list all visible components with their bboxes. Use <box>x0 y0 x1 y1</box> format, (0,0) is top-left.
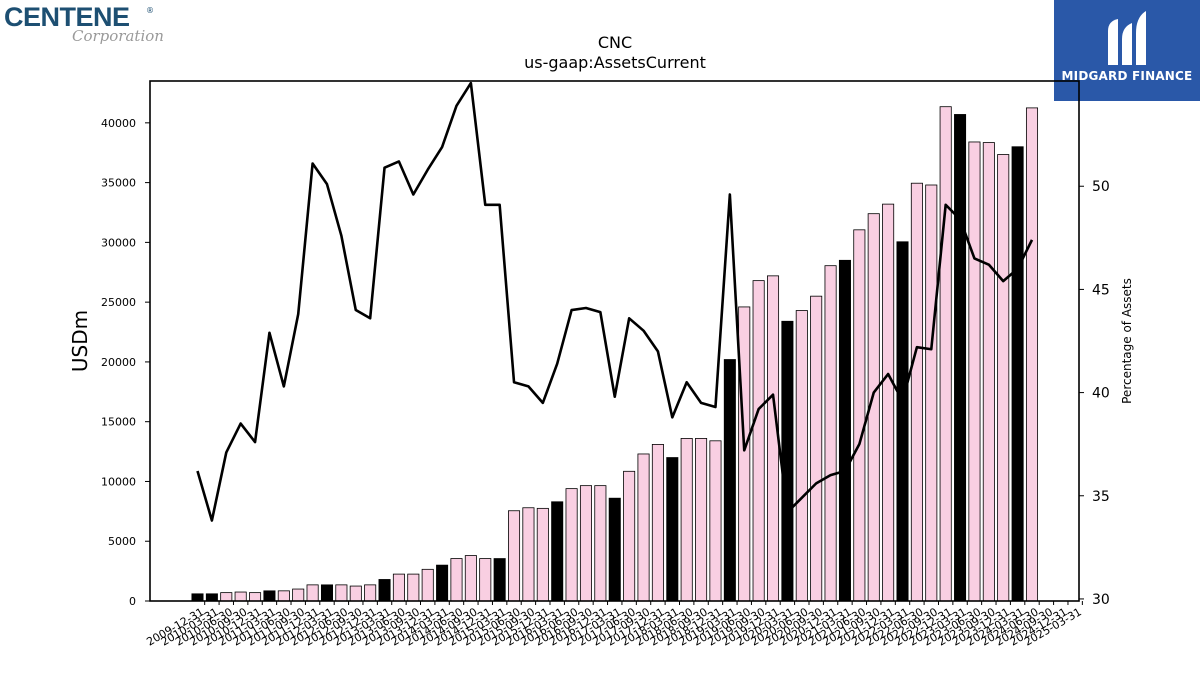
y-tick-label: 25000 <box>101 296 136 309</box>
y-tick-label: 15000 <box>101 416 136 429</box>
y-tick-label: 5000 <box>108 535 136 548</box>
centene-logo-subtext: Corporation <box>72 27 164 45</box>
bar <box>191 593 204 602</box>
bar <box>306 584 319 602</box>
bar <box>205 593 218 602</box>
y2-tick-label: 40 <box>1092 386 1110 402</box>
bar <box>536 507 549 602</box>
bar <box>723 359 736 602</box>
bar <box>508 510 521 602</box>
bar <box>249 592 262 602</box>
bar <box>349 585 362 602</box>
bar <box>450 558 463 602</box>
bar <box>623 470 636 602</box>
bar <box>234 591 247 602</box>
bar <box>896 241 909 602</box>
bar <box>579 485 592 602</box>
bar <box>853 229 866 602</box>
bar <box>292 588 305 602</box>
y2-axis-label: Percentage of Assets <box>1120 278 1134 404</box>
bar <box>651 444 664 602</box>
bar <box>335 584 348 602</box>
axes: 0 5000 10000 15000 20000 25000 30000 35000 40000… <box>101 80 1110 649</box>
bar <box>421 568 434 602</box>
bar <box>407 573 420 602</box>
bar <box>1011 146 1024 602</box>
bar <box>479 558 492 602</box>
bar <box>968 141 981 602</box>
bar <box>982 142 995 602</box>
bar <box>493 558 506 602</box>
bar <box>795 310 808 602</box>
centene-logo: CENTENE ® Corporation <box>4 2 174 50</box>
bar <box>767 275 780 602</box>
bar <box>666 457 679 602</box>
bar <box>680 438 693 602</box>
percentage-line <box>196 81 1034 522</box>
y-tick-label: 40000 <box>101 117 136 130</box>
bar <box>1025 107 1039 602</box>
midgard-logo-text: MIDGARD FINANCE <box>1061 69 1193 83</box>
bar <box>752 280 765 602</box>
bar <box>364 584 377 602</box>
bar <box>939 106 952 602</box>
plot-frame <box>149 80 1080 602</box>
bar <box>925 184 938 602</box>
y2-tick-label: 30 <box>1092 592 1110 608</box>
bar <box>378 579 391 602</box>
y-tick-label: 20000 <box>101 356 136 369</box>
midgard-logo-icon <box>1108 11 1146 65</box>
bar <box>954 114 967 602</box>
y-tick-label: 30000 <box>101 236 136 249</box>
bar <box>910 182 923 602</box>
registered-mark: ® <box>146 6 154 15</box>
bar <box>392 573 405 602</box>
bar <box>436 564 449 602</box>
bar <box>594 485 607 602</box>
bar <box>522 507 535 602</box>
bar <box>824 265 837 602</box>
bar <box>277 590 290 602</box>
bar <box>320 584 334 602</box>
bar <box>695 438 708 602</box>
bar <box>709 440 722 602</box>
bar <box>220 592 233 602</box>
bar <box>637 453 650 602</box>
bar <box>464 555 477 602</box>
y2-tick-label: 50 <box>1092 179 1110 195</box>
y-axis-label: USDm <box>68 310 92 372</box>
bar <box>738 306 751 602</box>
chart-title: CNC <box>598 33 632 52</box>
bar <box>810 295 823 602</box>
bar-series <box>191 106 1039 602</box>
bar <box>608 497 621 602</box>
bar <box>838 259 851 602</box>
bar <box>565 488 578 602</box>
bar <box>997 154 1010 602</box>
percentage-line-series <box>196 81 1034 522</box>
bar <box>263 590 276 602</box>
chart-subtitle: us-gaap:AssetsCurrent <box>524 53 706 72</box>
y2-tick-label: 45 <box>1092 282 1110 298</box>
y2-tick-label: 35 <box>1092 489 1110 505</box>
y-tick-label: 10000 <box>101 475 136 488</box>
centene-logo-text: CENTENE <box>4 2 130 32</box>
y-tick-label: 0 <box>129 595 136 608</box>
y-tick-label: 35000 <box>101 177 136 190</box>
bar <box>551 501 564 602</box>
bar <box>882 203 895 602</box>
bar <box>781 320 794 602</box>
